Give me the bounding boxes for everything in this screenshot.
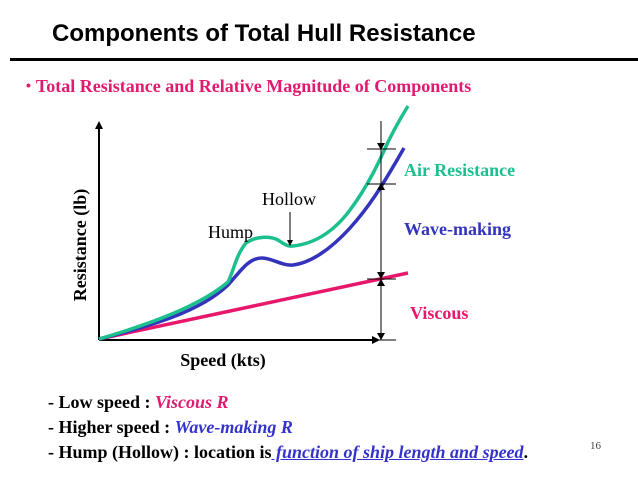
arrow-up-icon xyxy=(377,183,385,190)
arrow-down-icon xyxy=(377,143,385,150)
function-link[interactable]: function of ship length and speed xyxy=(271,442,524,462)
viscous-curve xyxy=(98,271,409,341)
hump-label: Hump xyxy=(208,222,253,242)
viscous-label: Viscous xyxy=(410,303,468,323)
air-resistance-label: Air Resistance xyxy=(404,160,515,180)
notes-list: - Low speed : Viscous R - Higher speed :… xyxy=(48,390,528,465)
page-title: Components of Total Hull Resistance xyxy=(52,20,476,47)
bullet-icon: • xyxy=(26,77,31,93)
arrow-down-icon xyxy=(377,333,385,340)
subtitle: • Total Resistance and Relative Magnitude… xyxy=(26,76,471,97)
x-axis-label: Speed (kts) xyxy=(180,350,266,371)
note-hump-hollow: - Hump (Hollow) : location is function o… xyxy=(48,442,529,462)
y-axis-label: Resistance (lb) xyxy=(70,189,91,301)
air-resistance-curve xyxy=(98,105,410,341)
note-low-speed: - Low speed : Viscous R xyxy=(48,392,229,412)
arrow-down-icon xyxy=(377,272,385,279)
viscous-emphasis: Viscous R xyxy=(155,392,229,412)
page-number: 16 xyxy=(590,440,601,452)
arrow-down-icon xyxy=(287,240,293,246)
subtitle-text: Total Resistance and Relative Magnitude … xyxy=(35,76,472,96)
wave-making-label: Wave-making xyxy=(404,219,511,239)
title-underline xyxy=(10,58,638,61)
wave-making-curve xyxy=(98,147,406,341)
note-higher-speed: - Higher speed : Wave-making R xyxy=(48,417,293,437)
wave-making-emphasis: Wave-making R xyxy=(174,417,293,437)
arrow-up-icon xyxy=(377,279,385,286)
hollow-label: Hollow xyxy=(262,189,316,209)
